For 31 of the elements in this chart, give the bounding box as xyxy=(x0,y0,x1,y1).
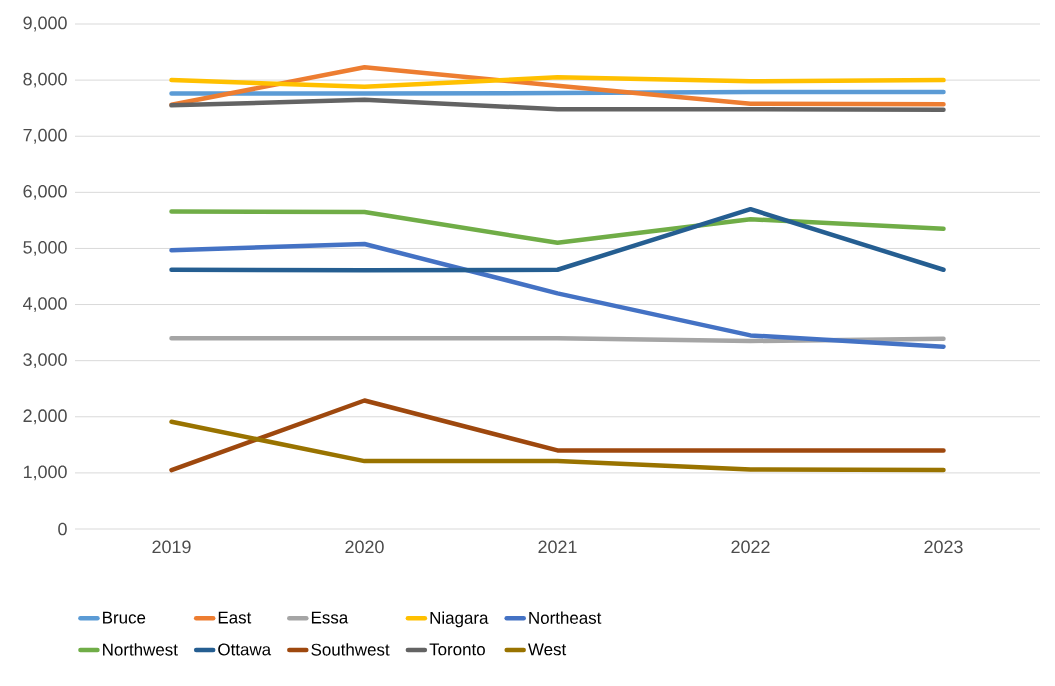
y-tick-label: 2,000 xyxy=(23,409,67,425)
line-series xyxy=(169,75,946,90)
legend-label: Southwest xyxy=(311,643,390,656)
legend-label: Bruce xyxy=(103,611,146,624)
legend-label: Essa xyxy=(311,611,349,624)
y-tick-label: 6,000 xyxy=(23,184,67,200)
y-tick-label: 8,000 xyxy=(23,72,67,88)
legend-label: Northwest xyxy=(103,643,178,656)
y-tick-label: 4,000 xyxy=(23,297,67,312)
line-series xyxy=(169,97,946,113)
x-tick-label: 2019 xyxy=(152,540,191,554)
x-tick-label: 2020 xyxy=(345,540,384,554)
y-tick-label: 0 xyxy=(58,522,67,536)
line-series xyxy=(169,419,946,473)
legend-label: Toronto xyxy=(429,643,485,656)
y-tick-label: 7,000 xyxy=(23,128,67,144)
x-tick-label: 2023 xyxy=(924,540,963,554)
legend-label: West xyxy=(528,643,567,656)
x-tick-label: 2021 xyxy=(538,540,577,554)
y-tick-label: 5,000 xyxy=(23,241,67,256)
y-tick-label: 1,000 xyxy=(23,465,67,481)
line-series xyxy=(169,209,946,246)
line-series xyxy=(169,64,946,108)
y-tick-label: 9,000 xyxy=(23,16,67,32)
x-tick-label: 2022 xyxy=(731,540,770,554)
legend-label: Niagara xyxy=(430,611,489,628)
line-series xyxy=(169,241,946,349)
y-tick-label: 3,000 xyxy=(23,353,67,369)
legend-label: Ottawa xyxy=(218,643,272,656)
legend-label: Northeast xyxy=(529,611,602,624)
legend-label: East xyxy=(218,611,252,624)
